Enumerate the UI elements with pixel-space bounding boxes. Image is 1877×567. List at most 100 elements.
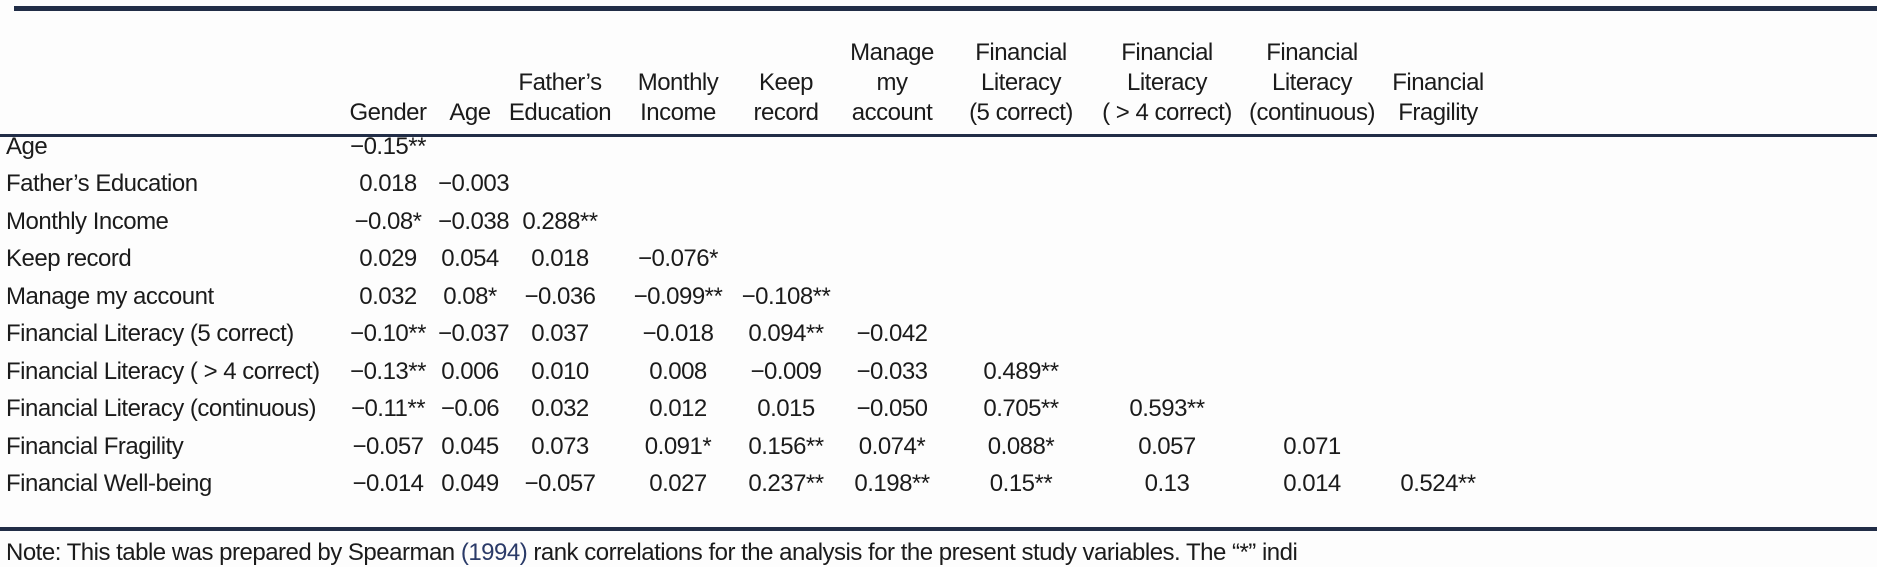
value-cell	[950, 241, 1092, 279]
value-cell: −0.037	[438, 320, 510, 348]
table-row: Financial Literacy ( > 4 correct) −0.13**…	[6, 353, 1494, 391]
value-cell	[738, 128, 834, 166]
value-cell: −0.003	[438, 170, 510, 198]
value-cell	[738, 241, 834, 279]
value-cell: 0.015	[757, 395, 815, 423]
value-cell	[618, 203, 738, 241]
value-cell	[1242, 278, 1382, 316]
column-header: Financial Literacy (5 correct)	[969, 39, 1073, 126]
value-cell	[1382, 128, 1494, 166]
table-row: Financial Literacy (continuous) −0.11** −0…	[6, 391, 1494, 429]
table-row: Financial Literacy (5 correct) −0.10** −0.…	[6, 316, 1494, 354]
header-empty-cell	[6, 10, 338, 128]
column-header: Gender	[349, 99, 427, 126]
note-suffix: rank correlations for the analysis for t…	[527, 539, 1298, 566]
note-citation-link[interactable]: (1994)	[460, 539, 528, 566]
table-note: Note: This table was prepared by Spearma…	[6, 539, 1877, 567]
note-prefix: Note: This table was prepared by Spearma…	[6, 539, 461, 566]
table-header: Gender Age Father’s Education Monthly Income K…	[6, 10, 1494, 128]
value-cell: −0.057	[352, 432, 424, 460]
value-cell	[1242, 353, 1382, 391]
value-cell: 0.032	[531, 395, 589, 423]
value-cell: −0.042	[856, 320, 928, 348]
value-cell	[834, 278, 950, 316]
value-cell: −0.13**	[350, 357, 426, 385]
value-cell	[1242, 316, 1382, 354]
value-cell	[1092, 203, 1242, 241]
value-cell: 0.032	[359, 282, 417, 310]
value-cell: 0.288**	[522, 207, 598, 235]
value-cell: 0.071	[1283, 432, 1341, 460]
value-cell: −0.10**	[350, 320, 426, 348]
value-cell	[950, 166, 1092, 204]
row-label: Financial Literacy (continuous)	[6, 395, 317, 423]
value-cell	[950, 203, 1092, 241]
value-cell: 0.014	[1283, 470, 1341, 498]
value-cell	[950, 128, 1092, 166]
value-cell: −0.014	[352, 470, 424, 498]
value-cell: 0.006	[441, 357, 499, 385]
value-cell: 0.524**	[1400, 470, 1476, 498]
value-cell: 0.049	[441, 470, 499, 498]
value-cell: 0.018	[531, 245, 589, 273]
row-label: Monthly Income	[6, 207, 169, 235]
value-cell: 0.237**	[748, 470, 824, 498]
value-cell: 0.091*	[644, 432, 712, 460]
value-cell	[502, 166, 618, 204]
value-cell: 0.008	[649, 357, 707, 385]
value-cell	[618, 166, 738, 204]
table-row: Manage my account 0.032 0.08* −0.036 −0.099*…	[6, 278, 1494, 316]
value-cell	[1382, 166, 1494, 204]
value-cell: 0.074*	[858, 432, 926, 460]
value-cell: 0.088*	[987, 432, 1055, 460]
value-cell: 0.073	[531, 432, 589, 460]
value-cell	[1092, 316, 1242, 354]
value-cell: −0.050	[856, 395, 928, 423]
table-row: Financial Fragility −0.057 0.045 0.073 0.091…	[6, 428, 1494, 466]
value-cell	[950, 316, 1092, 354]
value-cell: 0.045	[441, 432, 499, 460]
value-cell: 0.037	[531, 320, 589, 348]
value-cell: 0.010	[531, 357, 589, 385]
value-cell	[1092, 241, 1242, 279]
value-cell: 0.705**	[983, 395, 1059, 423]
header-divider-rule	[0, 134, 1877, 137]
value-cell: 0.489**	[983, 357, 1059, 385]
row-label: Financial Literacy (5 correct)	[6, 320, 294, 348]
value-cell: −0.15**	[350, 132, 426, 160]
value-cell: 0.13	[1144, 470, 1190, 498]
row-label: Financial Literacy ( > 4 correct)	[6, 357, 320, 385]
value-cell	[1382, 203, 1494, 241]
value-cell: 0.027	[649, 470, 707, 498]
value-cell: −0.076*	[638, 245, 718, 273]
value-cell: 0.094**	[748, 320, 824, 348]
value-cell	[1242, 203, 1382, 241]
value-cell: −0.038	[438, 207, 510, 235]
value-cell: 0.018	[359, 170, 417, 198]
value-cell: 0.012	[649, 395, 707, 423]
value-cell	[438, 128, 502, 166]
value-cell: 0.029	[359, 245, 417, 273]
value-cell: −0.11**	[350, 395, 426, 423]
table-row: Father’s Education 0.018 −0.003	[6, 166, 1494, 204]
value-cell: −0.018	[642, 320, 714, 348]
column-header: Monthly Income	[637, 69, 719, 126]
value-cell: −0.057	[524, 470, 596, 498]
table-row: Age −0.15**	[6, 128, 1494, 166]
value-cell: −0.099**	[633, 282, 723, 310]
value-cell	[1382, 353, 1494, 391]
value-cell	[1242, 391, 1382, 429]
value-cell: −0.06	[440, 395, 500, 423]
value-cell: −0.08*	[354, 207, 422, 235]
value-cell	[1382, 391, 1494, 429]
value-cell	[1092, 278, 1242, 316]
column-header: Keep record	[753, 69, 819, 126]
row-label: Financial Fragility	[6, 432, 184, 460]
value-cell	[738, 203, 834, 241]
value-cell: 0.057	[1138, 432, 1196, 460]
value-cell	[502, 128, 618, 166]
column-header: Manage my account	[850, 39, 934, 126]
value-cell	[1382, 241, 1494, 279]
row-label: Manage my account	[6, 282, 214, 310]
value-cell	[1242, 128, 1382, 166]
